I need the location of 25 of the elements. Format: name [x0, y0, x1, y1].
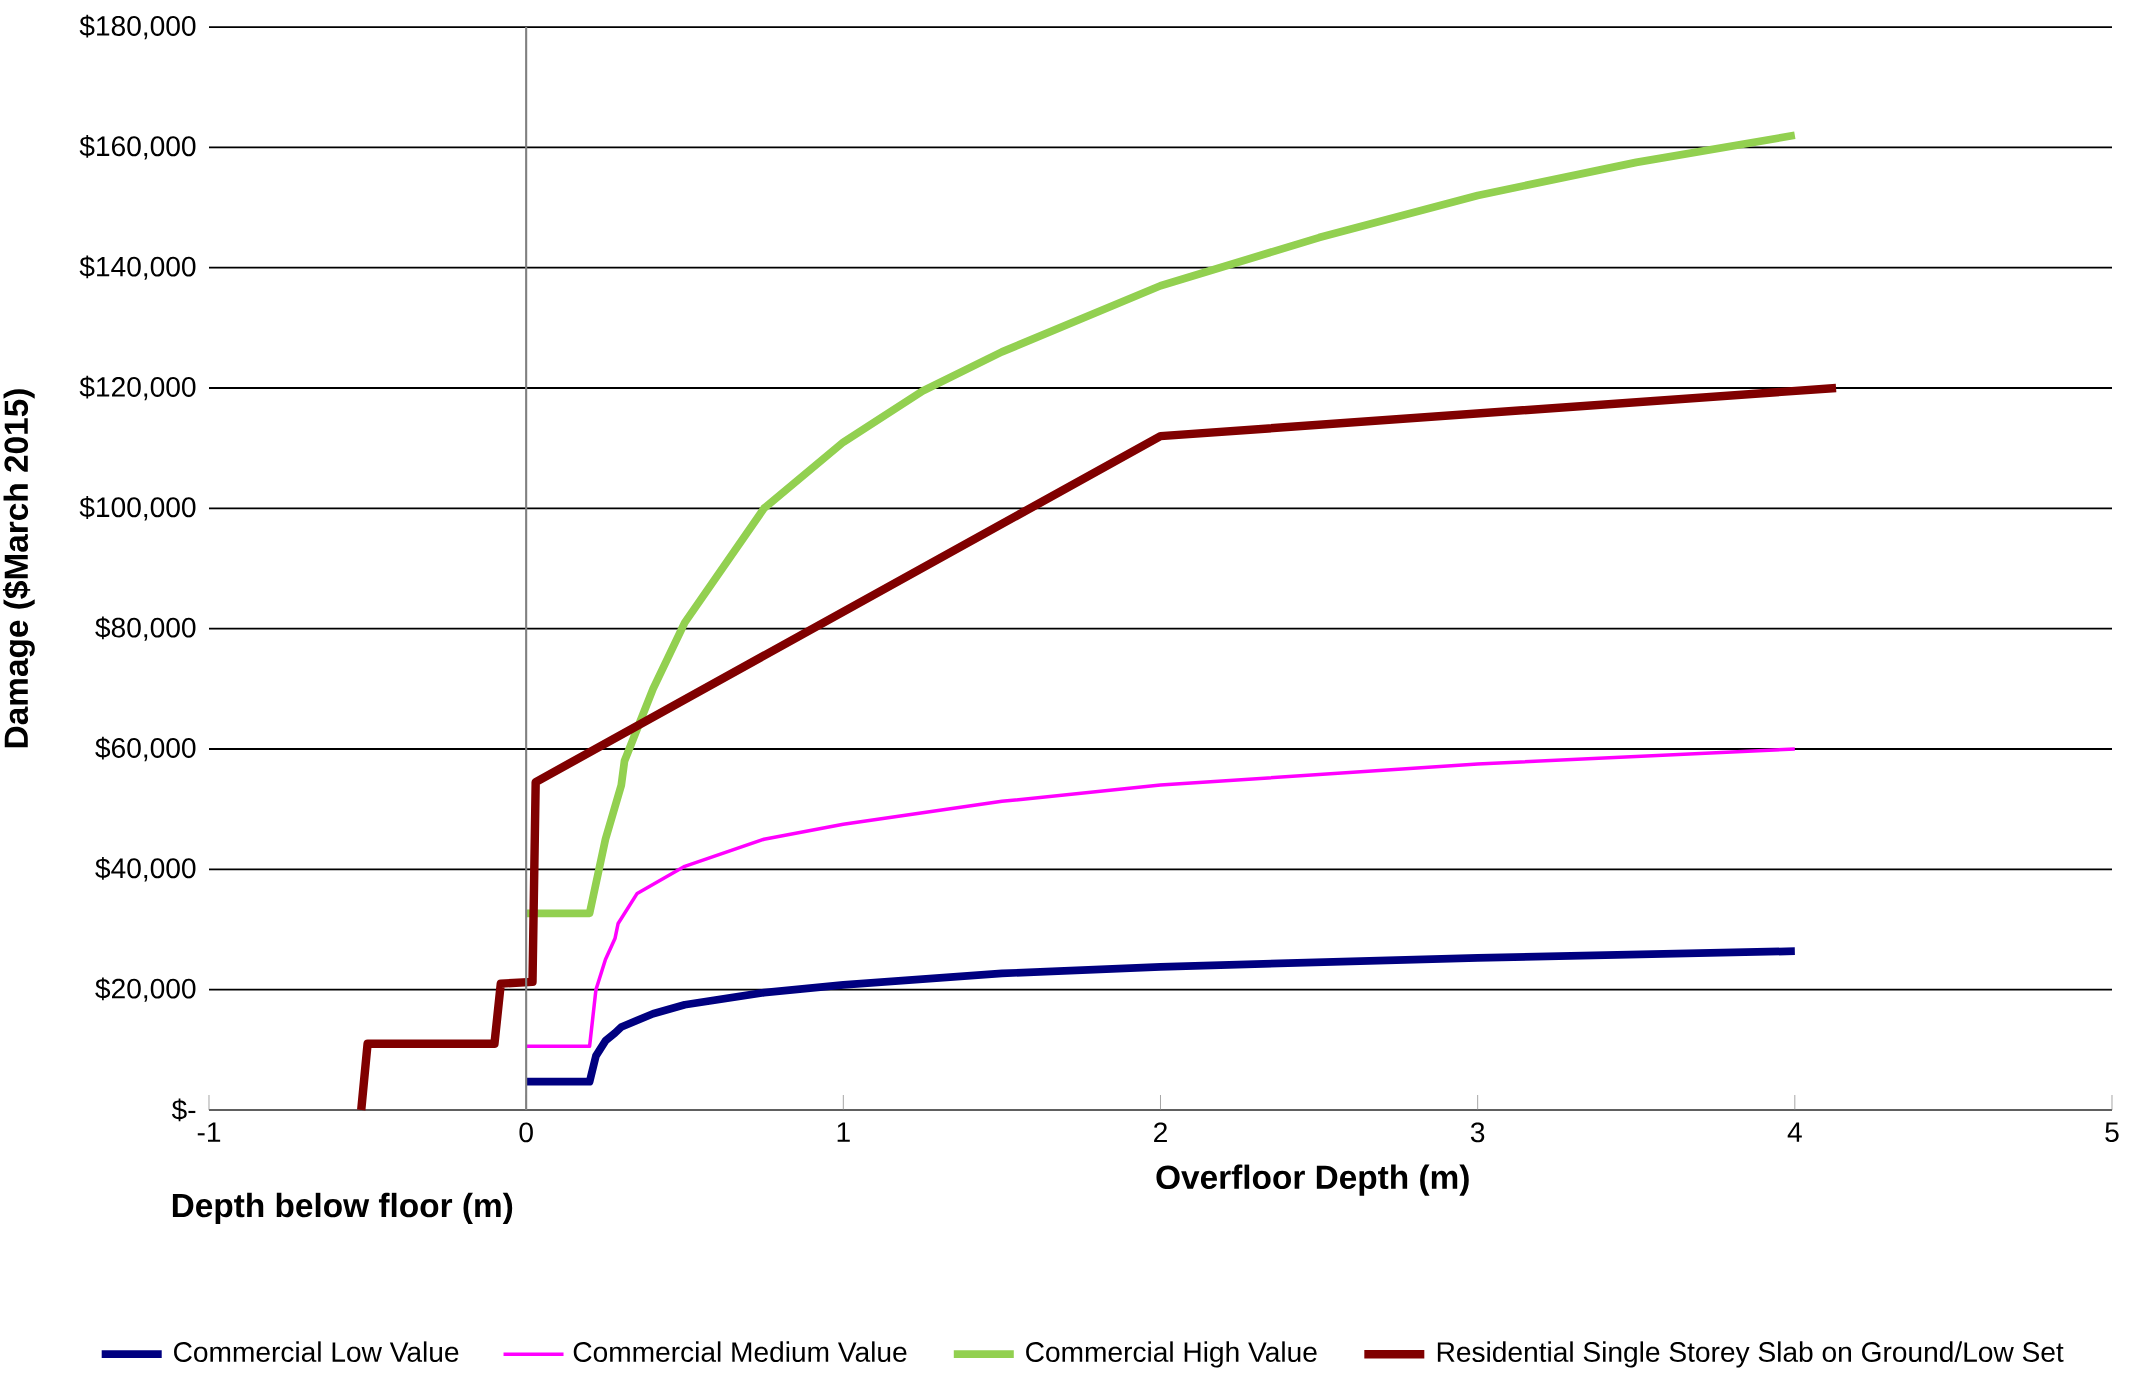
y-axis-title: Damage ($March 2015) [2, 389, 35, 748]
y-tick-label: $20,000 [95, 977, 196, 1002]
x-tick-label: 0 [519, 1122, 533, 1143]
y-tick-label: $60,000 [95, 736, 196, 762]
legend-label: Commercial Medium Value [573, 1341, 907, 1363]
y-tick-label: $80,000 [95, 616, 196, 641]
y-tick-label: $120,000 [79, 375, 196, 401]
legend-label: Commercial High Value [1026, 1341, 1317, 1368]
legend-label: Commercial Low Value [174, 1341, 459, 1363]
x-axis-title: Overfloor Depth (m) [1156, 1164, 1469, 1196]
x-tick-label: 4 [1787, 1122, 1802, 1142]
y-tick-label: $- [171, 1098, 196, 1122]
legend-label: Residential Single Storey Slab on Ground/Low Set [1437, 1341, 2064, 1368]
text: Depth below floor (m) [172, 1192, 513, 1224]
x-tick-label: 3 [1470, 1122, 1485, 1143]
y-tick-label: $40,000 [95, 857, 196, 882]
x-tick-label: 1 [837, 1122, 850, 1142]
x-tick-label: -1 [197, 1122, 221, 1142]
x-tick-label: 5 [2105, 1122, 2119, 1143]
x-tick-label: 2 [1154, 1122, 1167, 1143]
line-series [524, 747, 1797, 1048]
y-tick-label: $100,000 [79, 496, 196, 521]
y-tick-label: $180,000 [79, 14, 196, 40]
y-tick-label: $140,000 [79, 255, 196, 280]
y-tick-label: $160,000 [79, 135, 196, 160]
